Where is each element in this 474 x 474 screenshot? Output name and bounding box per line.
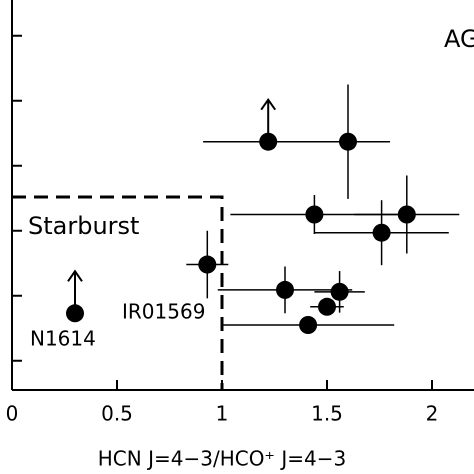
annotation: N1614 [30, 327, 96, 351]
point [339, 132, 357, 151]
point [276, 280, 294, 299]
x-tick-label: 1.5 [311, 402, 343, 426]
annotation: AGN [444, 25, 474, 53]
point [198, 255, 217, 274]
x-axis-label: HCN J=4−3/HCO⁺ J=4−3 [98, 447, 346, 471]
point [299, 316, 318, 334]
region-label: Starburst [28, 212, 139, 240]
annotation: IR01569 [122, 300, 205, 324]
point [372, 223, 391, 242]
point [305, 205, 324, 224]
point [318, 297, 336, 316]
x-tick-label: 1 [216, 402, 229, 426]
point [259, 132, 278, 151]
x-tick-label: 0.5 [101, 402, 133, 426]
point [66, 304, 84, 323]
x-tick-label: 0 [6, 402, 19, 426]
x-tick-label: 2 [426, 402, 439, 426]
point [330, 282, 349, 301]
point [397, 205, 416, 224]
